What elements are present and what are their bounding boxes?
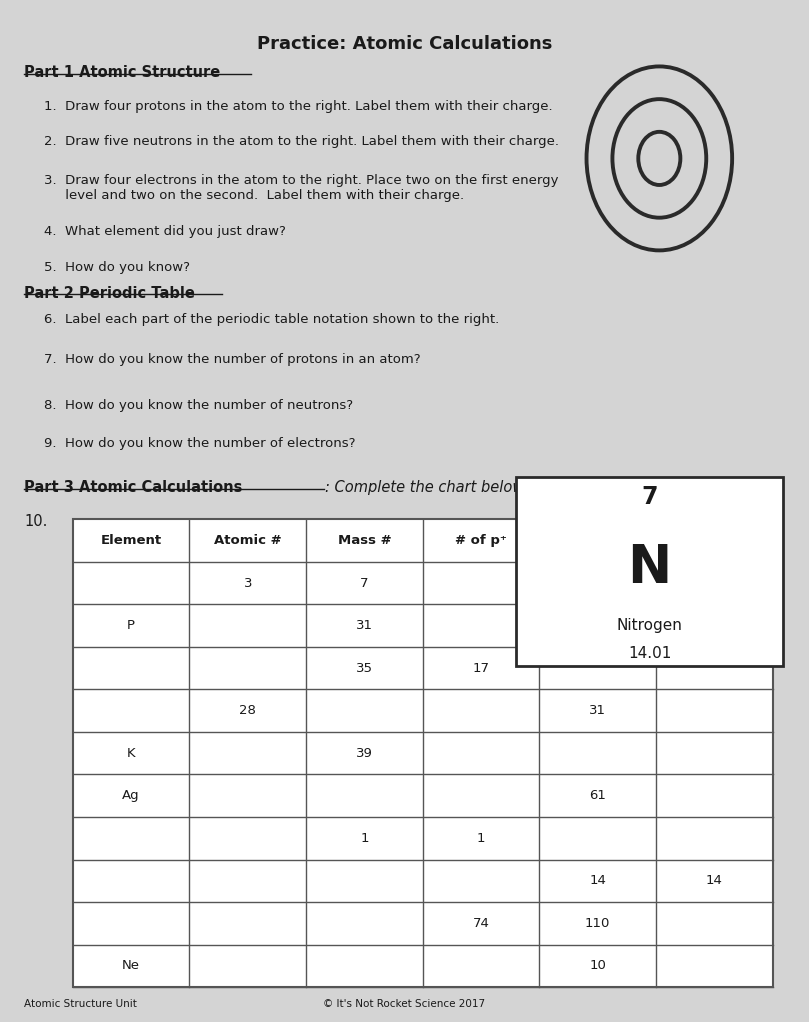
Text: 3.  Draw four electrons in the atom to the right. Place two on the first energy
: 3. Draw four electrons in the atom to th… [44,174,559,201]
Text: Ne: Ne [122,960,140,973]
Text: 14: 14 [589,875,606,887]
Text: Atomic #: Atomic # [214,533,282,547]
Text: 14: 14 [705,875,722,887]
Text: 110: 110 [585,917,610,930]
Text: K: K [127,747,135,759]
Text: 10: 10 [589,960,606,973]
Text: N: N [628,542,671,594]
Text: 7.  How do you know the number of protons in an atom?: 7. How do you know the number of protons… [44,353,421,366]
Text: 74: 74 [472,917,489,930]
Text: 17: 17 [472,661,489,675]
Text: 1: 1 [360,832,369,845]
Text: 3: 3 [244,576,252,590]
Text: 1.  Draw four protons in the atom to the right. Label them with their charge.: 1. Draw four protons in the atom to the … [44,100,553,113]
Text: 14.01: 14.01 [628,646,671,660]
Text: 1: 1 [477,832,485,845]
Text: 7: 7 [642,485,658,509]
FancyBboxPatch shape [73,519,773,987]
Text: Practice: Atomic Calculations: Practice: Atomic Calculations [256,35,553,53]
Text: Part 1 Atomic Structure: Part 1 Atomic Structure [24,65,221,81]
Text: # of e⁻: # of e⁻ [688,533,740,547]
Text: © It's Not Rocket Science 2017: © It's Not Rocket Science 2017 [324,998,485,1009]
Text: Atomic Structure Unit: Atomic Structure Unit [24,998,138,1009]
Text: 5.  How do you know?: 5. How do you know? [44,261,190,274]
Text: 4.  What element did you just draw?: 4. What element did you just draw? [44,225,286,238]
Text: 31: 31 [356,619,373,632]
Text: Element: Element [100,533,162,547]
Text: : Complete the chart below.: : Complete the chart below. [325,480,528,496]
Text: 2.  Draw five neutrons in the atom to the right. Label them with their charge.: 2. Draw five neutrons in the atom to the… [44,135,560,148]
Text: 6.  Label each part of the periodic table notation shown to the right.: 6. Label each part of the periodic table… [44,313,500,326]
Text: 28: 28 [239,704,256,717]
Text: # of n°: # of n° [572,533,623,547]
Text: Nitrogen: Nitrogen [616,618,683,633]
Text: # of p⁺: # of p⁺ [455,533,507,547]
Text: 10.: 10. [24,514,48,529]
Text: 31: 31 [589,704,606,717]
FancyBboxPatch shape [516,477,783,666]
Text: Mass #: Mass # [337,533,392,547]
Text: 39: 39 [356,747,373,759]
Text: 61: 61 [589,789,606,802]
Text: 35: 35 [356,661,373,675]
Text: P: P [127,619,135,632]
Text: Part 3 Atomic Calculations: Part 3 Atomic Calculations [24,480,243,496]
Text: Ag: Ag [122,789,140,802]
Text: 7: 7 [360,576,369,590]
Text: Part 2 Periodic Table: Part 2 Periodic Table [24,286,195,301]
Text: 9.  How do you know the number of electrons?: 9. How do you know the number of electro… [44,437,356,451]
Text: 8.  How do you know the number of neutrons?: 8. How do you know the number of neutron… [44,399,354,412]
